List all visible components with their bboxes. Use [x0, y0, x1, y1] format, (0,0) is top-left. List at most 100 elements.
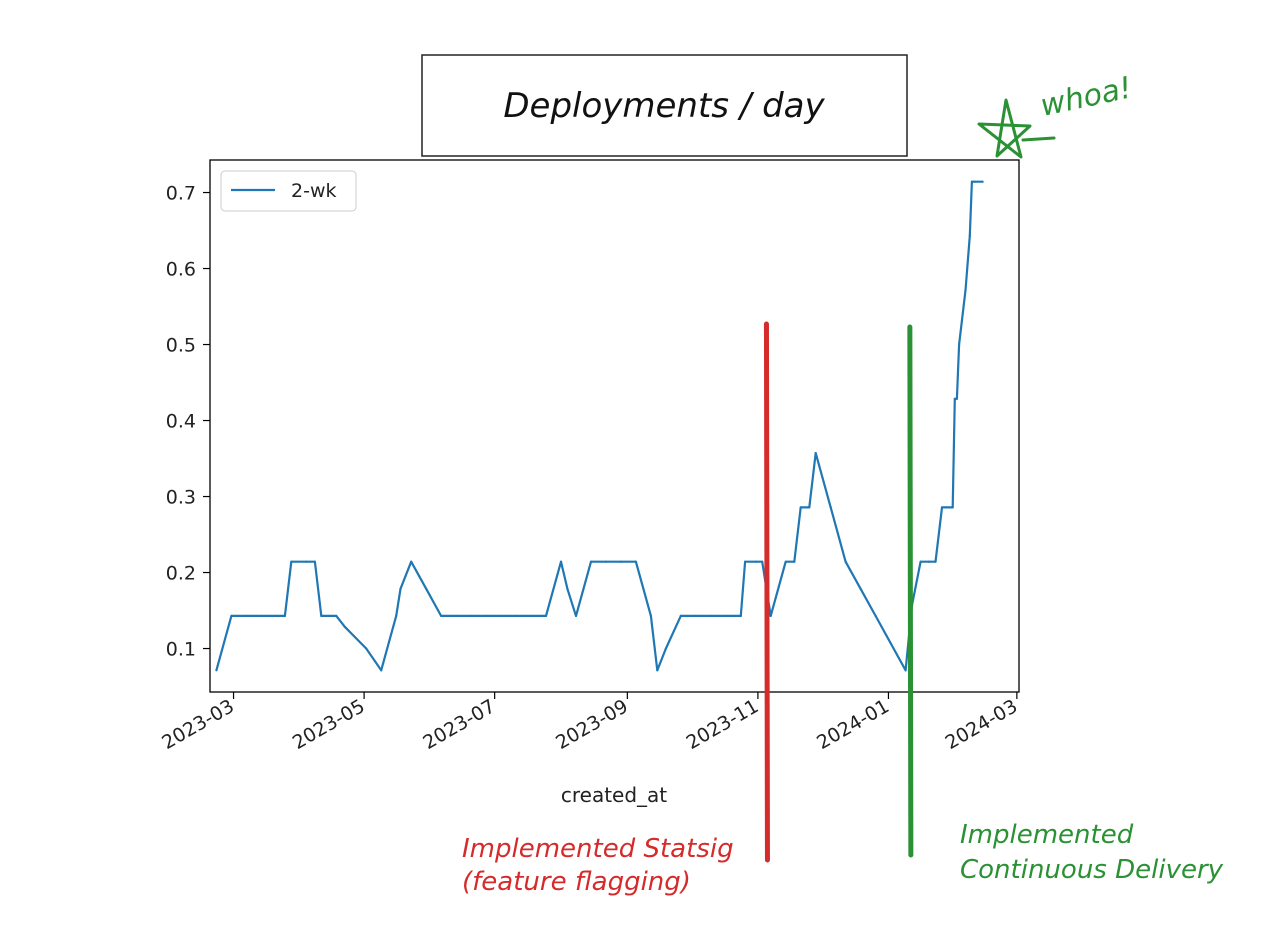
star-icon: [977, 98, 1056, 159]
series-point: [455, 614, 458, 618]
series-point: [559, 560, 563, 563]
series-point: [970, 180, 974, 183]
x-axis-title: created_at: [561, 783, 667, 807]
annotation-cd-marker: [907, 324, 914, 858]
x-tick-label: 2023-11: [683, 695, 763, 754]
annotation-whoa-text: whoa!: [1037, 70, 1135, 123]
series-point: [245, 614, 248, 618]
title-box: Deployments / day: [421, 54, 908, 157]
series-point: [709, 614, 712, 618]
series-point: [928, 560, 931, 563]
series-point: [335, 614, 338, 618]
annotation-statsig-line-2: (feature flagging): [462, 867, 691, 897]
annotation-statsig-marker: [763, 321, 770, 863]
series-point: [784, 560, 787, 563]
series-point: [619, 560, 623, 563]
series-point: [940, 506, 944, 509]
series-point: [410, 560, 413, 563]
x-tick-label: 2024-03: [942, 695, 1022, 754]
annotation-cd-line-1: Implemented: [960, 820, 1134, 850]
y-tick-label: 0.3: [166, 487, 196, 509]
series-point: [799, 506, 802, 509]
series-point: [230, 614, 233, 618]
series-point: [951, 506, 954, 509]
series-point: [320, 614, 323, 618]
series-point: [958, 343, 961, 346]
series-point: [399, 587, 402, 590]
series-point: [919, 560, 922, 563]
y-axis-ticks: 0.1 0.2 0.3 0.4 0.5 0.6 0.7: [166, 183, 210, 661]
y-tick-label: 0.1: [166, 639, 196, 661]
y-tick-label: 0.2: [166, 563, 196, 585]
plot-area: [209, 159, 1020, 693]
series-point: [904, 669, 907, 672]
x-tick-label: 2023-07: [419, 695, 499, 754]
series-point: [955, 397, 959, 400]
series-point: [889, 642, 892, 645]
series-point: [634, 560, 638, 563]
series-point: [425, 587, 428, 590]
series-points: [215, 180, 984, 672]
series-point: [275, 614, 278, 618]
series-point: [934, 560, 937, 563]
series-point: [664, 647, 668, 650]
series-point: [470, 614, 473, 618]
x-tick-label: 2023-03: [158, 695, 238, 754]
series-point: [945, 506, 948, 509]
series-point: [380, 669, 383, 672]
series-point: [814, 452, 817, 455]
series-point: [874, 614, 877, 618]
series-point: [808, 506, 811, 509]
y-tick-label: 0.6: [166, 259, 196, 281]
title-frame: [421, 54, 908, 157]
legend: 2-wk: [220, 170, 357, 212]
annotation-cd-line-2: Continuous Delivery: [960, 855, 1224, 885]
series-point: [260, 614, 263, 618]
series-point: [649, 614, 653, 618]
series-point: [694, 614, 697, 618]
annotation-cd-text: Implemented Continuous Delivery: [960, 820, 1224, 885]
series-point: [744, 560, 747, 563]
series-point: [859, 587, 862, 590]
x-axis-ticks: 2023-03 2023-05 2023-07 2023-09 2023-11 2024-…: [158, 692, 1021, 754]
series-point: [981, 180, 984, 183]
series-point: [313, 560, 316, 563]
series-point: [964, 289, 967, 292]
series-point: [844, 560, 847, 563]
y-tick-label: 0.5: [166, 335, 196, 357]
series-point: [724, 614, 727, 618]
series-point: [395, 614, 398, 618]
x-tick-label: 2023-09: [552, 695, 632, 754]
series-point: [793, 560, 796, 563]
legend-label: 2-wk: [291, 180, 337, 202]
series-point: [761, 560, 764, 563]
series-point: [290, 560, 293, 563]
series-point: [754, 560, 757, 563]
series-point: [656, 669, 659, 672]
chart-title: Deployments / day: [503, 86, 825, 126]
y-tick-label: 0.4: [166, 411, 196, 433]
legend-frame: [220, 170, 357, 212]
series-point: [604, 560, 608, 563]
series-point: [485, 614, 488, 618]
series-point: [679, 614, 682, 618]
series-point: [500, 614, 503, 618]
series-point: [566, 587, 569, 590]
series-point: [589, 560, 593, 563]
series-point: [305, 560, 308, 563]
series-point: [529, 614, 533, 618]
series-point: [215, 669, 218, 672]
series-point: [829, 506, 832, 509]
series-point: [343, 625, 346, 628]
series-point: [365, 647, 368, 650]
series-point: [515, 614, 518, 618]
series-point: [440, 614, 443, 618]
series-point: [953, 397, 956, 400]
series-point: [574, 614, 578, 618]
series-point: [544, 614, 548, 618]
x-tick-label: 2024-01: [813, 695, 893, 754]
series-point: [769, 614, 772, 618]
annotation-statsig-text: Implemented Statsig (feature flagging): [462, 834, 734, 897]
x-tick-label: 2023-05: [289, 695, 369, 754]
